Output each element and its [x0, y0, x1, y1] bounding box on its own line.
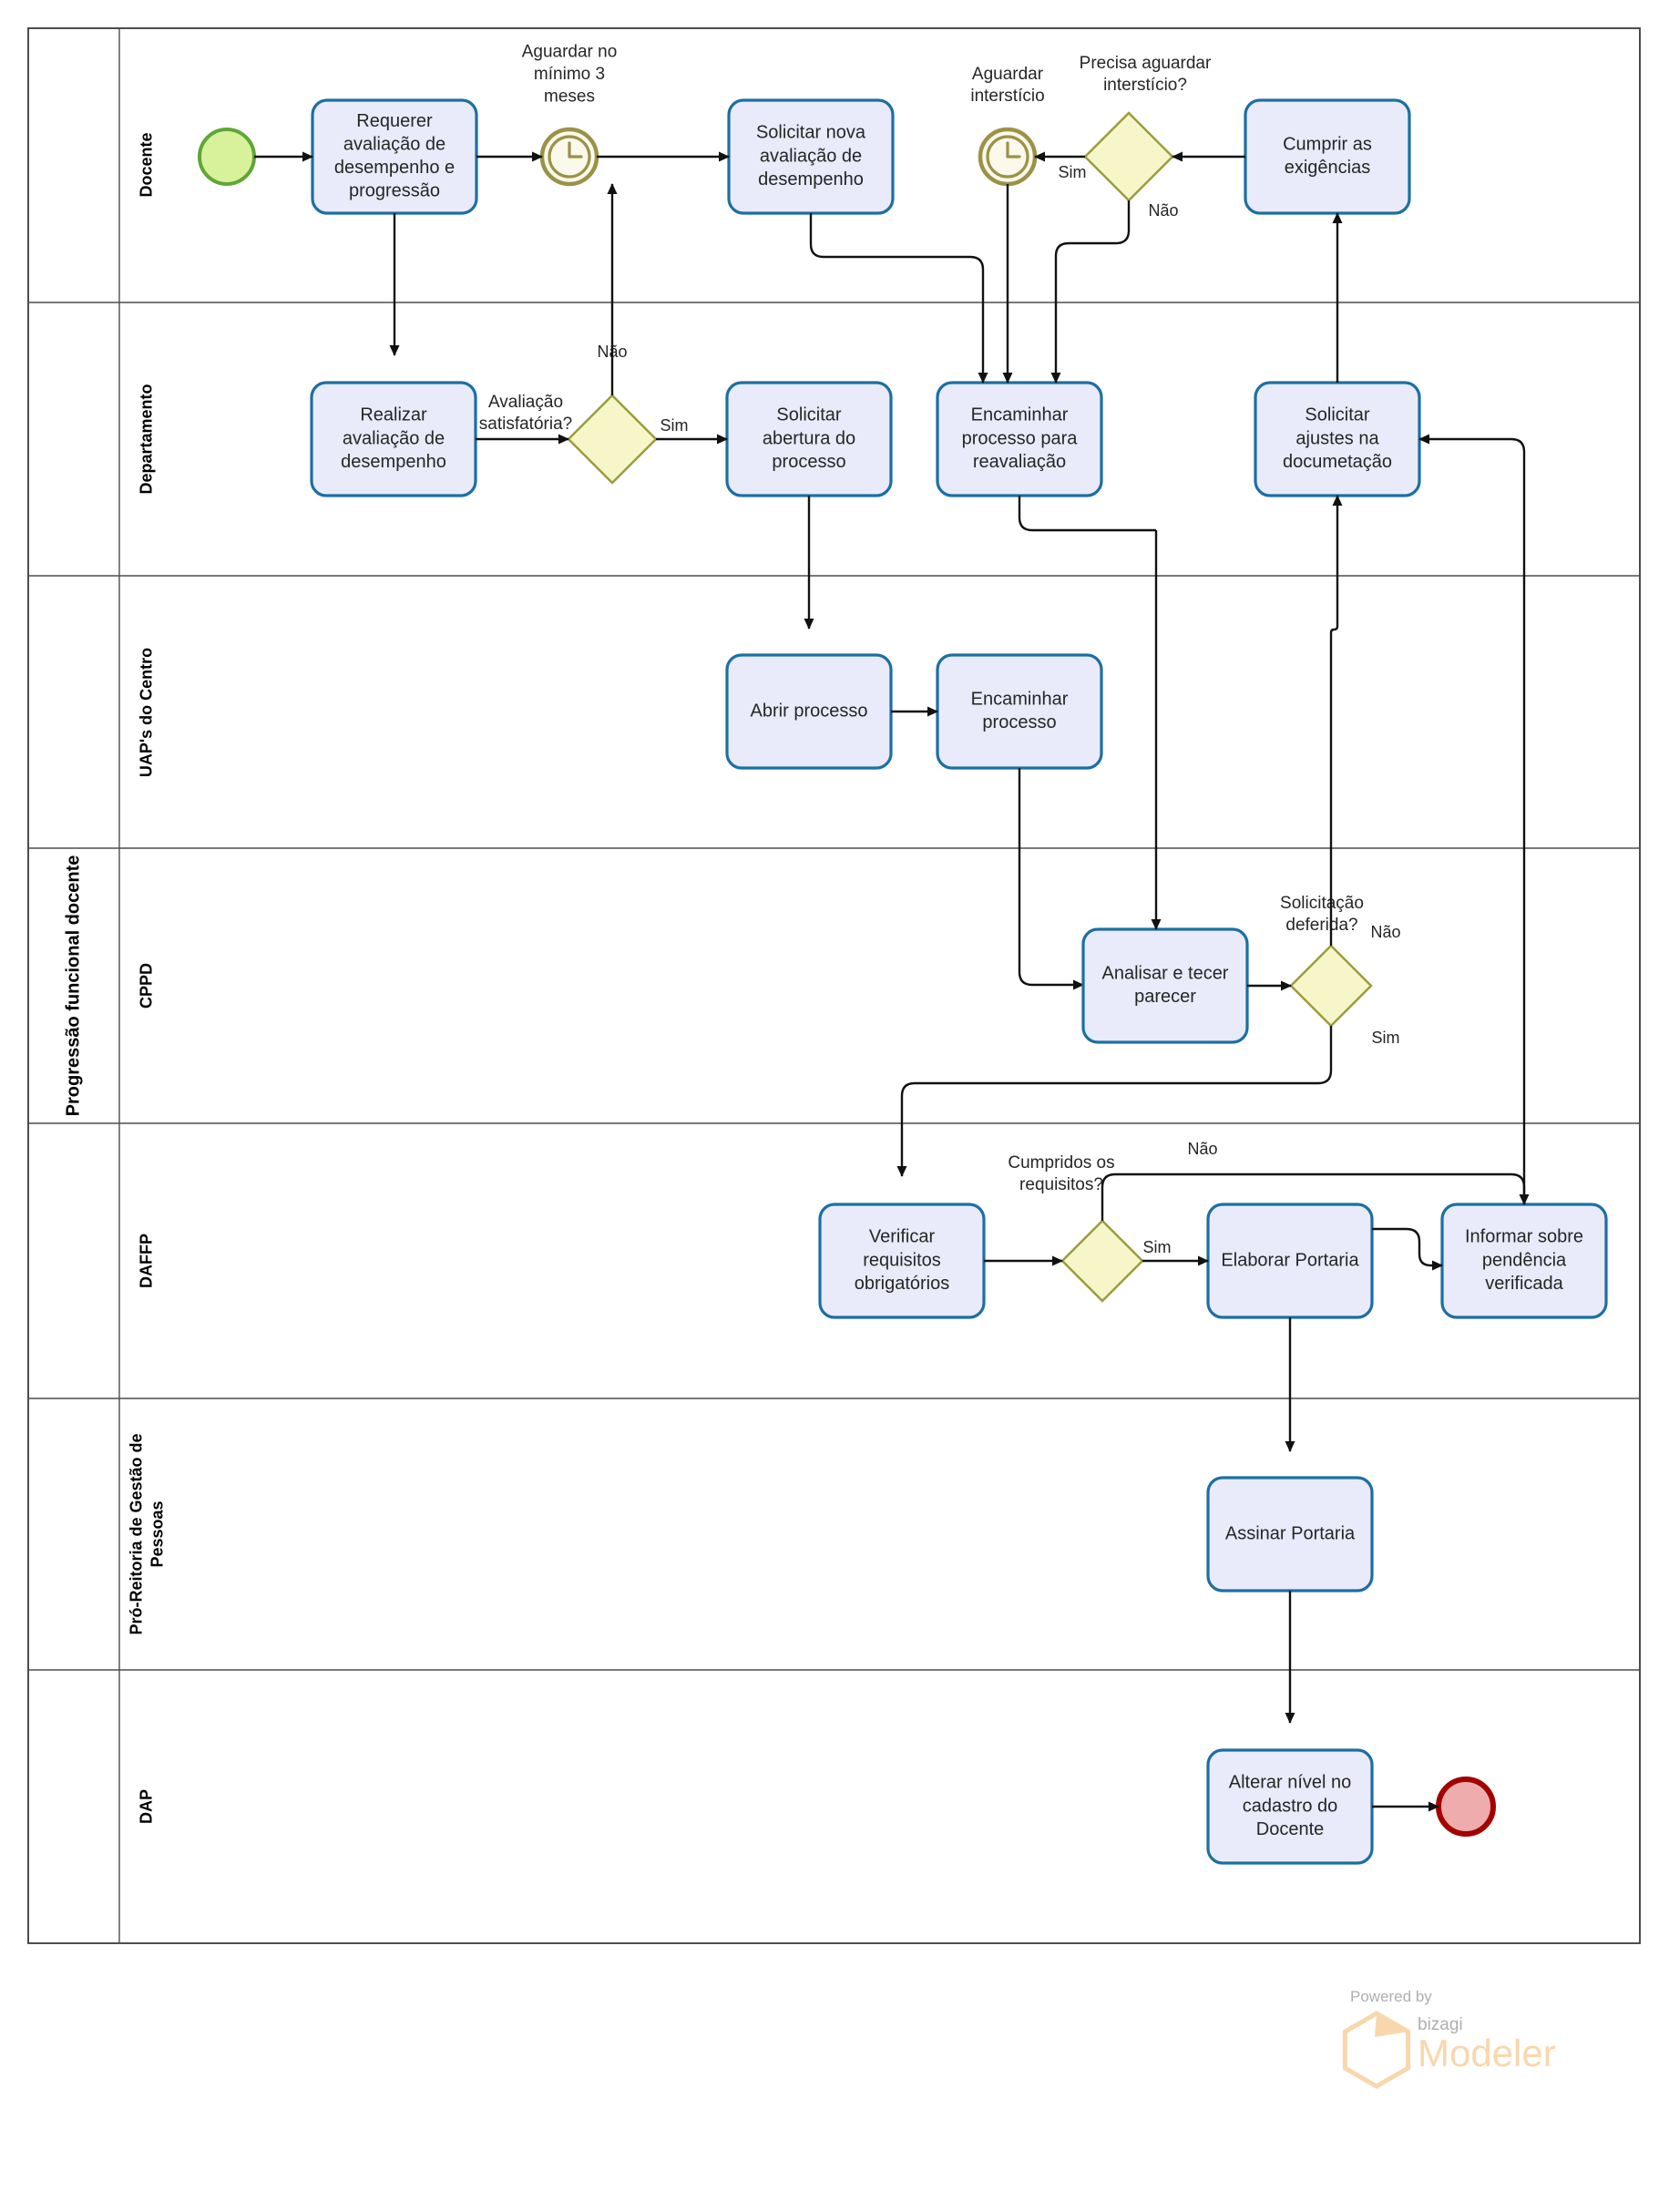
svg-text:Não: Não	[1187, 1140, 1217, 1158]
svg-text:processo: processo	[772, 452, 845, 472]
svg-text:Não: Não	[1148, 201, 1178, 220]
svg-text:pendência: pendência	[1482, 1250, 1567, 1270]
svg-text:Powered by: Powered by	[1350, 1988, 1432, 2005]
svg-text:desempenho: desempenho	[341, 452, 446, 472]
svg-text:Solicitação: Solicitação	[1280, 894, 1364, 913]
svg-text:Verificar: Verificar	[869, 1227, 936, 1247]
svg-text:documetação: documetação	[1283, 452, 1392, 472]
svg-text:Assinar Portaria: Assinar Portaria	[1225, 1523, 1356, 1543]
svg-text:progressão: progressão	[349, 181, 440, 201]
svg-text:avaliação de: avaliação de	[343, 428, 445, 448]
svg-text:Aguardar: Aguardar	[972, 65, 1044, 84]
svg-text:cadastro do: cadastro do	[1243, 1796, 1338, 1816]
svg-text:deferida?: deferida?	[1285, 916, 1357, 935]
svg-text:mínimo 3: mínimo 3	[534, 65, 605, 84]
svg-text:requisitos: requisitos	[863, 1250, 941, 1270]
svg-text:requisitos?: requisitos?	[1019, 1175, 1103, 1194]
svg-text:Sim: Sim	[660, 416, 689, 435]
svg-text:Encaminhar: Encaminhar	[971, 689, 1069, 709]
svg-text:meses: meses	[544, 87, 595, 106]
svg-text:Informar sobre: Informar sobre	[1465, 1227, 1583, 1247]
svg-text:satisfatória?: satisfatória?	[479, 415, 572, 434]
svg-text:ajustes na: ajustes na	[1295, 428, 1379, 448]
svg-text:Abrir processo: Abrir processo	[751, 701, 868, 721]
svg-text:desempenho e: desempenho e	[334, 158, 455, 178]
svg-text:Docente: Docente	[1256, 1819, 1325, 1839]
svg-text:obrigatórios: obrigatórios	[855, 1274, 950, 1294]
svg-text:Avaliação: Avaliação	[488, 393, 563, 412]
svg-text:verificada: verificada	[1485, 1274, 1563, 1294]
svg-text:Solicitar: Solicitar	[1305, 405, 1369, 425]
svg-text:exigências: exigências	[1285, 158, 1371, 178]
svg-text:Modeler: Modeler	[1418, 2032, 1556, 2074]
svg-text:Não: Não	[1370, 923, 1400, 941]
svg-text:Cumprir as: Cumprir as	[1283, 134, 1372, 154]
svg-text:Encaminhar: Encaminhar	[971, 405, 1069, 425]
svg-text:Requerer: Requerer	[356, 111, 433, 131]
svg-text:reavaliação: reavaliação	[973, 452, 1066, 472]
svg-text:Sim: Sim	[1372, 1029, 1400, 1047]
svg-text:Cumpridos os: Cumpridos os	[1008, 1153, 1114, 1173]
svg-text:interstício: interstício	[970, 87, 1044, 106]
svg-text:processo: processo	[982, 712, 1056, 732]
svg-text:Sim: Sim	[1143, 1238, 1172, 1256]
svg-text:abertura do: abertura do	[763, 428, 855, 448]
svg-text:processo para: processo para	[962, 428, 1079, 448]
svg-text:Elaborar Portaria: Elaborar Portaria	[1221, 1250, 1359, 1270]
svg-text:avaliação de: avaliação de	[760, 146, 862, 166]
svg-text:avaliação de: avaliação de	[343, 134, 445, 154]
svg-text:Realizar: Realizar	[360, 405, 427, 425]
svg-text:interstício?: interstício?	[1103, 76, 1187, 95]
svg-text:Sim: Sim	[1059, 163, 1087, 181]
svg-text:desempenho: desempenho	[758, 169, 864, 189]
svg-text:Solicitar: Solicitar	[776, 405, 841, 425]
svg-text:Solicitar nova: Solicitar nova	[756, 123, 866, 143]
svg-text:Alterar nível no: Alterar nível no	[1229, 1773, 1352, 1793]
svg-text:Aguardar no: Aguardar no	[522, 43, 618, 62]
svg-text:Analisar e tecer: Analisar e tecer	[1102, 963, 1229, 983]
svg-text:Precisa aguardar: Precisa aguardar	[1080, 54, 1212, 73]
svg-text:parecer: parecer	[1134, 987, 1196, 1007]
